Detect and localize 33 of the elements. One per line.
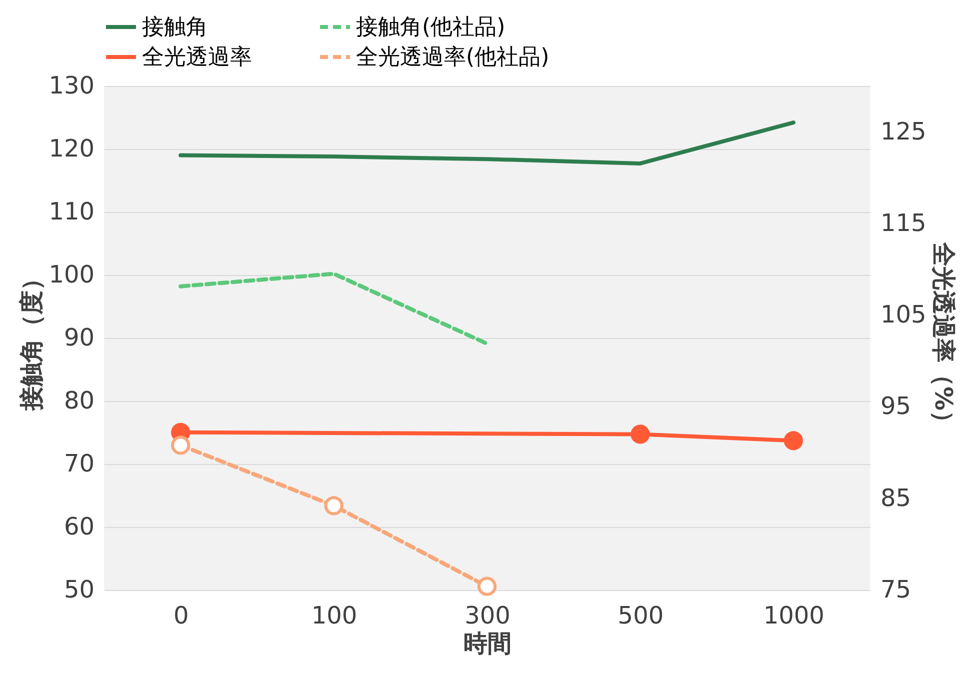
y-tick-label: 60 (64, 512, 94, 540)
point (324, 496, 344, 516)
y-tick-label: 50 (64, 576, 94, 604)
y2-tick-label: 85 (880, 484, 912, 512)
y-tick-label: 120 (48, 134, 94, 162)
y2-tick-label: 115 (880, 208, 926, 237)
x-tick-label: 100 (311, 602, 358, 630)
point (630, 424, 650, 444)
point (171, 436, 190, 455)
y2-tick-label: 75 (880, 576, 912, 604)
y2-tick-label: 125 (880, 117, 926, 146)
y-tick-label: 80 (64, 386, 94, 414)
point (477, 576, 497, 596)
legend-label: 全光透過率 (142, 45, 252, 70)
legend-label: 接触角 (142, 15, 208, 40)
x-tick-label: 1000 (763, 602, 824, 630)
y-axis-title: 接触角（度） (18, 266, 46, 412)
x-axis-title: 時間 (464, 630, 512, 658)
line-series (178, 120, 796, 166)
x-tick-label: 500 (618, 602, 664, 630)
point (784, 431, 803, 450)
y-tick-label: 130 (48, 72, 94, 100)
legend-label: 全光透過率(他社品) (356, 45, 550, 70)
legend-label: 接触角(他社品) (356, 15, 506, 40)
y-tick-label: 100 (48, 260, 94, 288)
y-tick-label: 110 (48, 198, 94, 226)
y2-axis-title: 全光透過率（%） (929, 241, 958, 435)
y2-tick-label: 95 (880, 392, 912, 420)
x-tick-label: 300 (464, 602, 510, 630)
y-tick-label: 70 (64, 450, 94, 478)
y-tick-label: 90 (64, 324, 94, 352)
y2-tick-label: 105 (880, 300, 926, 329)
x-tick-label: 0 (173, 602, 189, 630)
